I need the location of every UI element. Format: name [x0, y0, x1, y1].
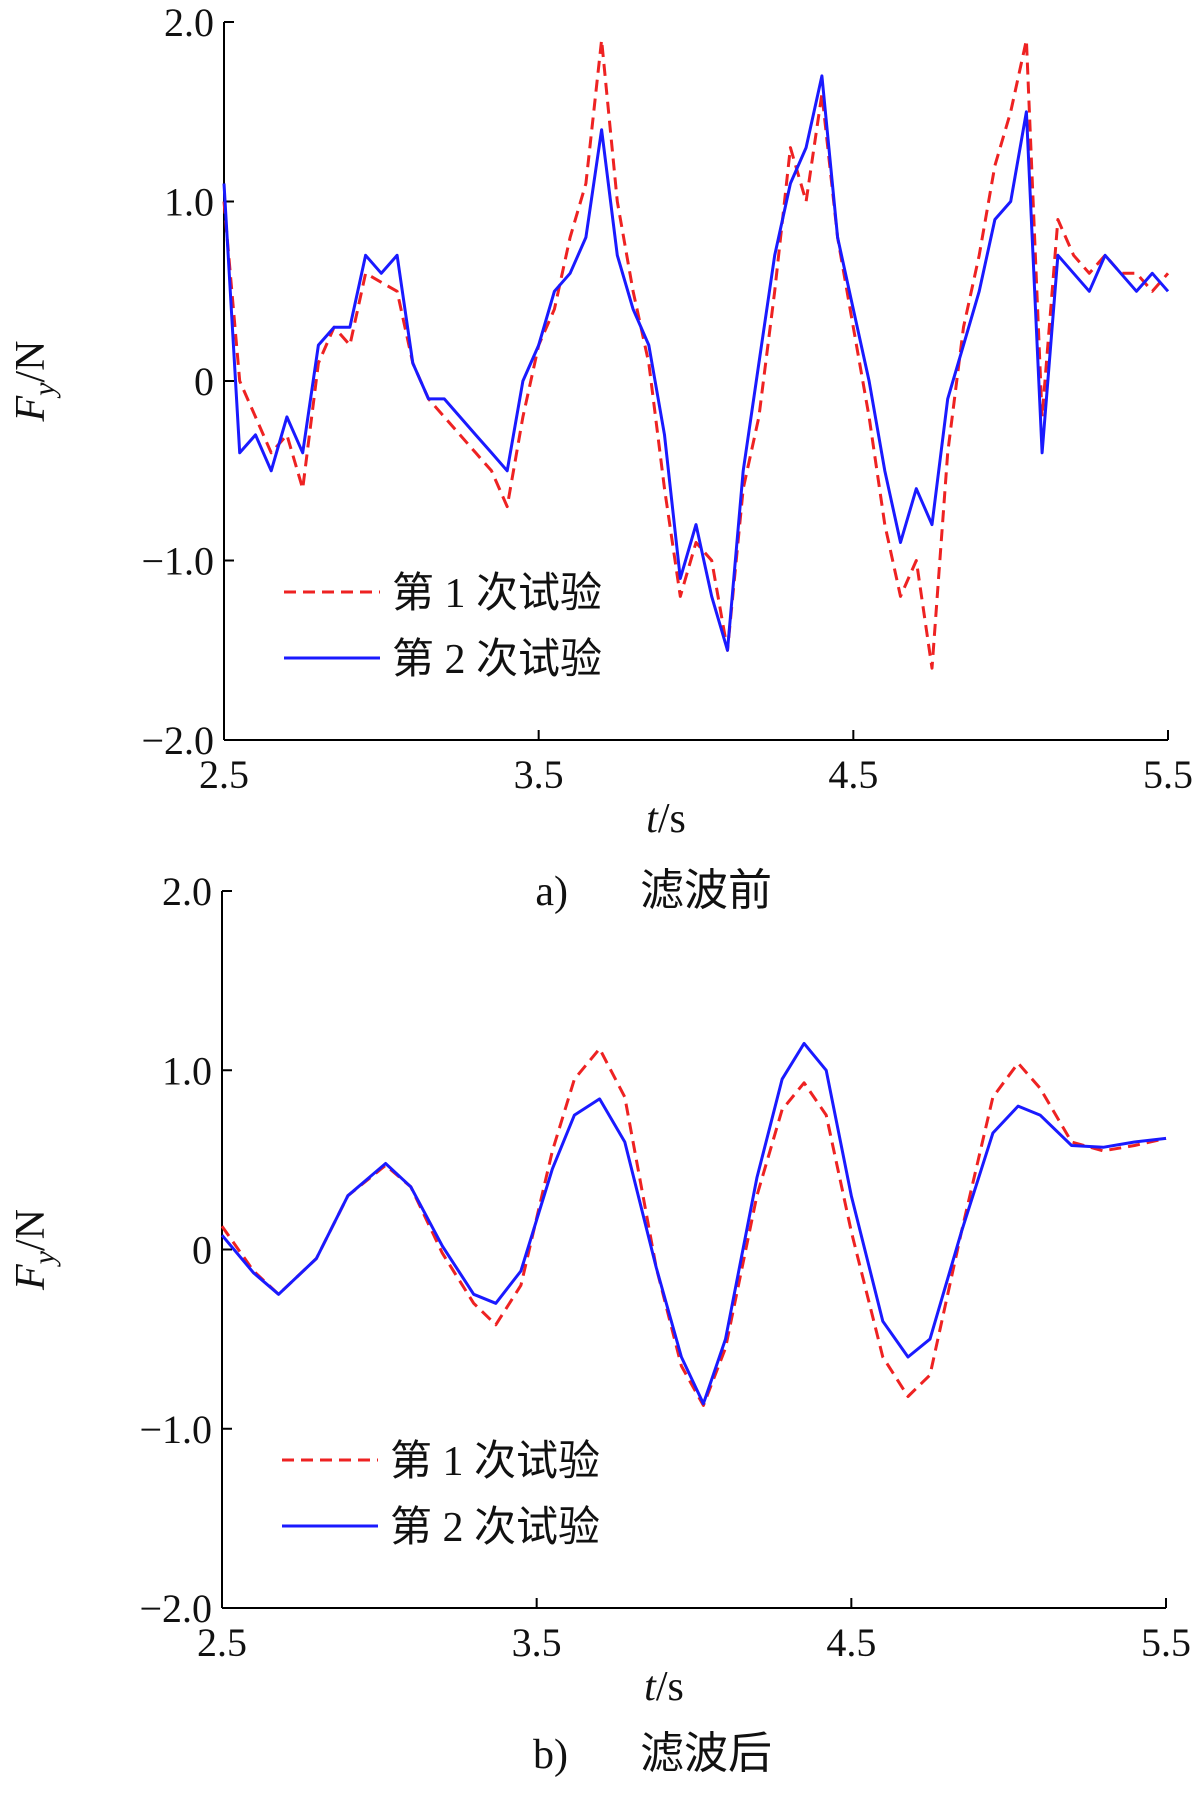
legend-label-2: 第 2 次试验 — [390, 1504, 600, 1551]
series-line-1 — [222, 38, 1170, 670]
y-tick-label: 1.0 — [164, 180, 214, 225]
plot-area — [220, 1041, 1167, 1407]
panel-a: 2.0 1.0 0 −1.0 −2.02.5 3.5 4.5 5.5 t/s Fy/N 第 1 次试… — [8, 0, 1193, 915]
x-tick-label: 4.5 — [826, 1620, 876, 1665]
series-line-2 — [222, 74, 1170, 652]
y-tick-label: −1.0 — [139, 1407, 212, 1452]
y-tick-label: 0 — [194, 359, 214, 404]
x-tick-label: 3.5 — [514, 752, 564, 797]
caption-label: b) — [533, 1732, 568, 1778]
series-line-2 — [220, 1041, 1167, 1406]
panel-b: 2.0 1.0 0 −1.0 −2.02.5 3.5 4.5 5.5 t/s Fy/N 第 1 次试… — [8, 869, 1191, 1778]
caption-text: 滤波前 — [640, 866, 772, 915]
caption-text: 滤波后 — [640, 1729, 772, 1778]
axes: 2.0 1.0 0 −1.0 −2.02.5 3.5 4.5 5.5 t/s Fy/N — [8, 0, 1193, 842]
plot-area — [222, 38, 1170, 670]
x-tick-label: 4.5 — [828, 752, 878, 797]
x-axis-label: t/s — [646, 796, 686, 842]
legend-label-1: 第 1 次试验 — [390, 1438, 600, 1485]
x-tick-label: 5.5 — [1143, 752, 1193, 797]
y-tick-label: 0 — [192, 1228, 212, 1273]
x-tick-label: 3.5 — [512, 1620, 562, 1665]
legend-label-2: 第 2 次试验 — [392, 636, 602, 683]
y-tick-label: 1.0 — [162, 1048, 212, 1093]
caption-label: a) — [535, 869, 568, 915]
y-tick-label: −1.0 — [141, 539, 214, 584]
x-axis-label: t/s — [644, 1664, 684, 1710]
y-tick-label: 2.0 — [162, 869, 212, 914]
x-tick-label: 2.5 — [199, 752, 249, 797]
x-tick-label: 2.5 — [197, 1620, 247, 1665]
y-axis-label: Fy/N — [8, 341, 61, 423]
y-tick-label: −2.0 — [141, 718, 214, 763]
y-tick-label: 2.0 — [164, 0, 214, 45]
series-line-1 — [220, 1047, 1167, 1407]
axes: 2.0 1.0 0 −1.0 −2.02.5 3.5 4.5 5.5 t/s Fy/N — [8, 869, 1191, 1710]
x-tick-label: 5.5 — [1141, 1620, 1191, 1665]
legend-label-1: 第 1 次试验 — [392, 570, 602, 617]
y-axis-label: Fy/N — [8, 1209, 61, 1291]
y-tick-label: −2.0 — [139, 1586, 212, 1631]
